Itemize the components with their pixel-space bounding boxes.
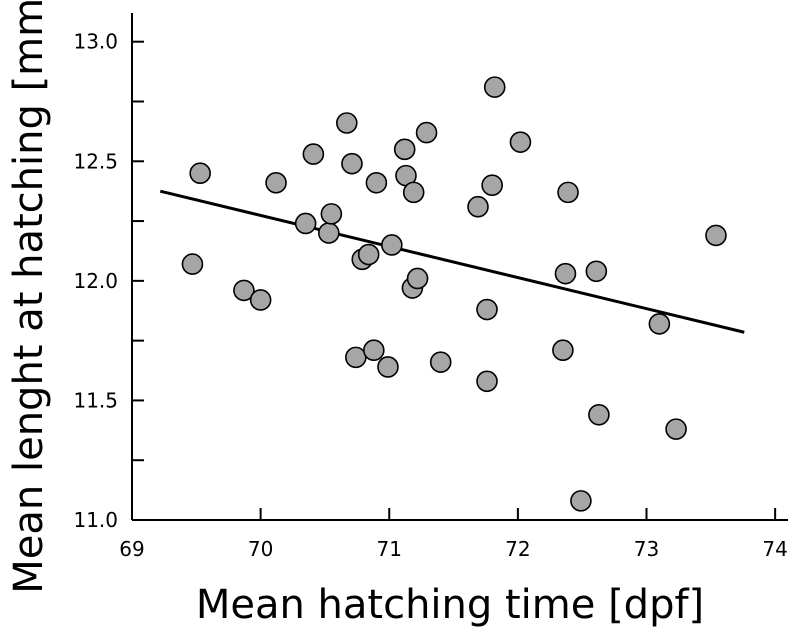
data-point [476,370,498,393]
data-point [393,138,416,161]
data-point [189,162,211,185]
data-point [481,174,503,196]
data-point [570,490,592,512]
regression-line [159,189,745,334]
data-point [415,121,438,144]
data-point [341,152,363,175]
data-point [317,222,340,244]
y-tick-label: 13.0 [73,30,118,54]
data-point [345,346,367,369]
data-point [377,356,399,378]
data-point [363,339,385,362]
data-point [476,298,498,321]
x-tick-label: 72 [505,537,530,561]
y-tick-label: 12.5 [73,149,118,173]
data-point [585,260,608,283]
data-point [509,131,532,153]
x-tick-label: 70 [248,537,273,561]
x-tick-label: 69 [119,537,144,561]
ticks [131,40,777,521]
data-point [365,171,388,194]
data-point [554,262,577,285]
y-tick-label: 11.0 [73,508,118,532]
y-tick-label: 11.5 [73,388,118,412]
data-point [429,351,452,373]
data-point [249,289,272,311]
data-point [648,313,671,335]
x-tick-label: 73 [634,537,659,561]
data-point [294,212,317,235]
data-point [265,171,287,194]
data-points [181,76,727,512]
data-point [320,203,343,225]
y-tick-label: 12.0 [73,269,118,293]
x-tick-label: 71 [377,537,402,561]
data-point [181,253,204,275]
data-point [705,224,727,247]
x-axis-title: Mean hatching time [dpf] [196,582,704,628]
data-point [402,181,425,204]
tick-labels: 11.0 11.5 12.0 12.5 13.0 69 70 71 72 73 74 [73,30,787,561]
x-tick-label: 74 [762,537,787,561]
axes [131,13,788,521]
data-point [467,195,489,218]
y-axis-title: Mean lenght at hatching [mm] [6,0,52,594]
data-point [552,339,574,362]
data-point [381,234,403,256]
data-point [665,418,687,440]
data-point [557,181,579,204]
data-point [406,267,429,290]
data-point [588,403,610,426]
data-point [483,76,506,98]
data-point [233,279,255,302]
data-point [336,112,358,134]
data-point [302,143,325,165]
data-point [357,243,380,266]
